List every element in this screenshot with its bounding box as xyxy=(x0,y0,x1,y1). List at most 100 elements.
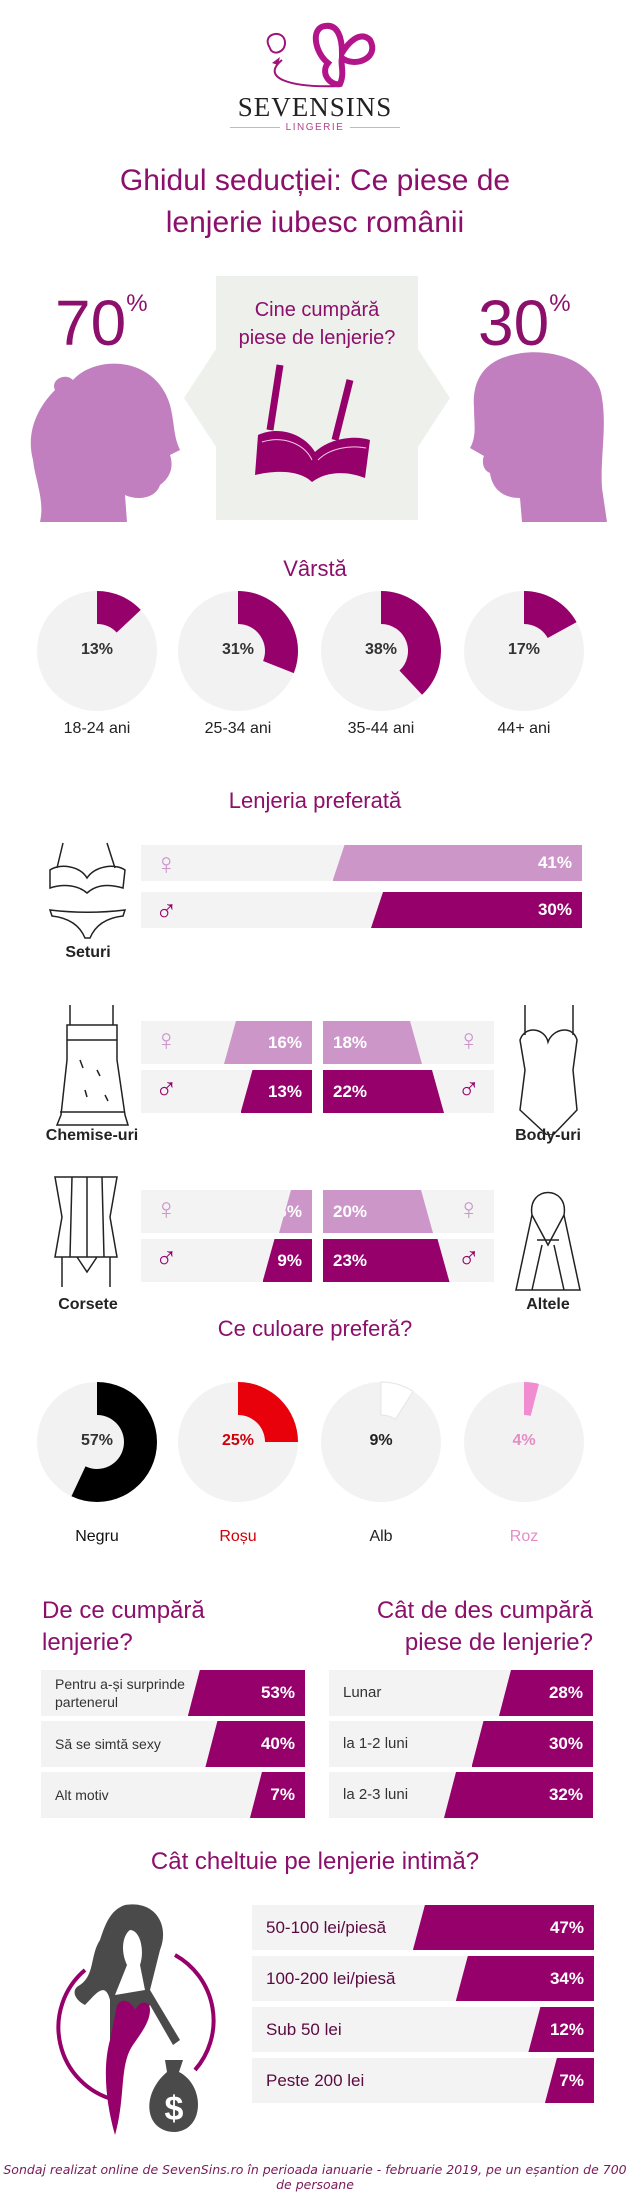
bar-track: Pentru a-și surprinde partenerul 53% xyxy=(41,1670,305,1716)
bar-value: 12% xyxy=(549,2019,584,2039)
donut-percent: 4% xyxy=(512,1432,536,1449)
bar-value: 20% xyxy=(333,1201,368,1221)
donut-slice xyxy=(238,1382,298,1442)
other-lingerie-icon xyxy=(515,1191,581,1291)
donut-1 xyxy=(178,1382,298,1502)
donut-3 xyxy=(464,1382,584,1502)
bar-track: Lunar 28% xyxy=(329,1670,593,1716)
male-icon: ♂ xyxy=(457,1073,481,1106)
bar-fill: 23% xyxy=(323,1239,450,1282)
lingerie-set-icon xyxy=(48,842,127,939)
female-icon: ♀ xyxy=(155,1193,178,1226)
bar-value: 53% xyxy=(260,1683,295,1702)
bar-fill: 13% xyxy=(240,1070,312,1113)
donut-percent: 13% xyxy=(80,641,114,658)
label-body: Body-uri xyxy=(515,1127,581,1144)
butterfly-logo-icon xyxy=(266,22,376,88)
bar-track: Să se simtă sexy 40% xyxy=(41,1721,305,1767)
bar-value: 34% xyxy=(549,1968,584,1988)
footer-note: Sondaj realizat online de SevenSins.ro î… xyxy=(3,2162,627,2192)
donut-track xyxy=(464,1382,584,1502)
bar-track: 23% ♂ xyxy=(323,1239,494,1282)
donut-slice xyxy=(381,591,441,695)
bar-fill: 47% xyxy=(412,1905,594,1950)
male-icon: ♂ xyxy=(457,1242,481,1275)
bar-track: la 2-3 luni 32% xyxy=(329,1772,593,1818)
male-icon: ♂ xyxy=(155,895,178,928)
women-percent: 70% xyxy=(55,287,148,359)
label-corsete: Corsete xyxy=(58,1296,118,1313)
bar-value: 13% xyxy=(267,1081,302,1101)
donut-label: Roșu xyxy=(219,1528,257,1545)
bar-fill: 40% xyxy=(205,1721,305,1767)
donut-label: 44+ ani xyxy=(497,720,551,737)
donut-percent: 38% xyxy=(364,641,398,658)
bar-track: 41% ♀ xyxy=(141,845,582,881)
bar-fill: 7% xyxy=(249,1772,305,1818)
label-altele: Altele xyxy=(526,1296,570,1313)
woman-head-icon xyxy=(30,363,181,522)
female-icon: ♀ xyxy=(155,1024,178,1057)
donut-2 xyxy=(321,1381,441,1502)
bar-fill: 22% xyxy=(323,1070,444,1113)
bar-value: 6% xyxy=(277,1201,302,1221)
preferred-title: Lenjeria preferată xyxy=(228,788,402,813)
bar-track: 18% ♀ xyxy=(323,1021,494,1064)
donut-label: Negru xyxy=(75,1528,119,1545)
bar-value: 30% xyxy=(537,900,572,919)
age-title: Vârstă xyxy=(283,556,347,581)
donut-label: Alb xyxy=(369,1528,393,1545)
donut-3 xyxy=(464,591,584,711)
body-icon xyxy=(519,1005,578,1135)
woman-money-icon: $ xyxy=(56,1904,216,2135)
donut-slice xyxy=(380,1381,414,1420)
bar-track: 6% ♀ xyxy=(141,1190,312,1233)
svg-text:$: $ xyxy=(165,2090,184,2128)
donut-0 xyxy=(37,1382,157,1502)
bar-label: Alt motiv xyxy=(55,1787,109,1803)
bar-fill: 32% xyxy=(444,1772,593,1818)
donut-slice xyxy=(524,591,577,638)
bar-label: Sub 50 lei xyxy=(266,2019,342,2039)
female-icon: ♀ xyxy=(457,1024,481,1057)
bar-fill: 34% xyxy=(455,1956,594,2001)
bar-label: Lunar xyxy=(343,1684,382,1701)
bar-track: Alt motiv 7% xyxy=(41,1772,305,1818)
bar-track: la 1-2 luni 30% xyxy=(329,1721,593,1767)
bar-fill: 20% xyxy=(323,1190,433,1233)
page-title: Ghidul seducției: Ce piese de lenjerie i… xyxy=(119,164,511,239)
donut-slice xyxy=(97,591,141,633)
male-icon: ♂ xyxy=(155,1242,178,1275)
bar-value: 7% xyxy=(270,1785,295,1804)
donut-percent: 17% xyxy=(507,641,541,658)
bar-value: 7% xyxy=(559,2070,584,2090)
logo-sub: LINGERIE xyxy=(230,122,400,133)
buyers-question: Cine cumpără piese de lenjerie? xyxy=(238,299,396,349)
donut-percent: 57% xyxy=(80,1432,114,1449)
donut-slice xyxy=(524,1382,539,1416)
man-head-icon xyxy=(470,352,607,522)
colors-title: Ce culoare preferă? xyxy=(217,1316,413,1341)
bar-track: 13% ♂ xyxy=(141,1070,312,1113)
bar-fill: 30% xyxy=(471,1721,593,1767)
bar-fill: 28% xyxy=(499,1670,593,1716)
donut-percent: 9% xyxy=(369,1432,393,1449)
donut-0 xyxy=(37,591,157,711)
spend-title: Cât cheltuie pe lenjerie intimă? xyxy=(150,1848,480,1875)
bar-value: 30% xyxy=(548,1734,583,1753)
bar-label: Peste 200 lei xyxy=(266,2070,365,2090)
bar-fill: 12% xyxy=(528,2007,594,2052)
bar-label: 100-200 lei/piesă xyxy=(266,1968,396,1988)
bar-fill: 16% xyxy=(224,1021,312,1064)
male-icon: ♂ xyxy=(155,1073,178,1106)
bar-label: Pentru a-și surprinde partenerul xyxy=(55,1676,185,1710)
bar-fill: 6% xyxy=(279,1190,312,1233)
donut-label: Roz xyxy=(509,1528,539,1545)
bar-value: 40% xyxy=(260,1734,295,1753)
bar-fill: 53% xyxy=(187,1670,305,1716)
chemise-icon xyxy=(55,1005,130,1126)
bar-track: 22% ♂ xyxy=(323,1070,494,1113)
bar-label: la 1-2 luni xyxy=(343,1735,409,1752)
bar-track: 9% ♂ xyxy=(141,1239,312,1282)
donut-slice xyxy=(71,1382,157,1502)
